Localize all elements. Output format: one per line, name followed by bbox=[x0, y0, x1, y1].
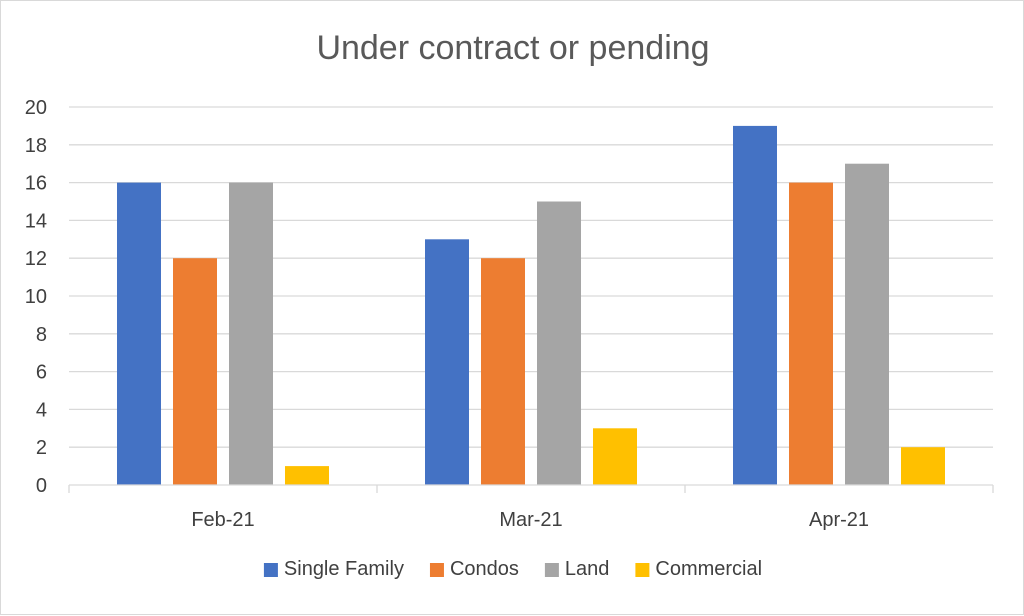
x-category-label: Mar-21 bbox=[499, 509, 562, 531]
legend-item: Commercial bbox=[635, 558, 762, 580]
x-category-label: Feb-21 bbox=[191, 509, 254, 531]
chart-title: Under contract or pending bbox=[316, 29, 709, 67]
bar-condos-apr-21 bbox=[789, 182, 833, 485]
y-tick-label: 2 bbox=[36, 437, 47, 459]
y-tick-label: 0 bbox=[36, 475, 47, 497]
bar-single-family-feb-21 bbox=[117, 182, 161, 485]
legend-label: Commercial bbox=[655, 558, 762, 580]
bar-single-family-mar-21 bbox=[425, 239, 469, 485]
bars bbox=[117, 125, 945, 486]
legend: Single Family Condos Land Commercial bbox=[263, 558, 762, 580]
legend-swatch bbox=[635, 563, 650, 577]
bar-land-mar-21 bbox=[537, 201, 581, 485]
legend-label: Condos bbox=[450, 558, 519, 580]
gridlines bbox=[69, 106, 993, 448]
y-tick-label: 12 bbox=[25, 248, 47, 270]
y-tick-label: 16 bbox=[25, 173, 47, 195]
bar-condos-feb-21 bbox=[173, 258, 217, 485]
legend-label: Single Family bbox=[284, 558, 404, 580]
legend-item: Land bbox=[544, 558, 610, 580]
y-axis-ticks: 0 2 4 6 8 10 12 14 16 18 20 bbox=[25, 97, 47, 497]
bar-land-apr-21 bbox=[845, 163, 889, 485]
y-tick-label: 18 bbox=[25, 135, 47, 157]
x-axis: Feb-21 Mar-21 Apr-21 bbox=[68, 484, 994, 531]
legend-label: Land bbox=[565, 558, 610, 580]
bar-land-feb-21 bbox=[229, 182, 273, 485]
bar-condos-mar-21 bbox=[481, 258, 525, 485]
y-tick-label: 4 bbox=[36, 399, 47, 421]
legend-swatch bbox=[429, 563, 444, 577]
y-tick-label: 8 bbox=[36, 324, 47, 346]
bar-commercial-feb-21 bbox=[285, 466, 329, 485]
bar-single-family-apr-21 bbox=[733, 125, 777, 486]
legend-item: Single Family bbox=[263, 558, 404, 580]
bar-commercial-apr-21 bbox=[901, 447, 945, 485]
legend-swatch bbox=[544, 563, 559, 577]
y-tick-label: 14 bbox=[25, 210, 47, 232]
bar-commercial-mar-21 bbox=[593, 428, 637, 485]
x-category-label: Apr-21 bbox=[809, 509, 869, 531]
y-tick-label: 6 bbox=[36, 362, 47, 384]
legend-item: Condos bbox=[429, 558, 519, 580]
y-tick-label: 20 bbox=[25, 97, 47, 119]
y-tick-label: 10 bbox=[25, 286, 47, 308]
legend-swatch bbox=[263, 563, 278, 577]
